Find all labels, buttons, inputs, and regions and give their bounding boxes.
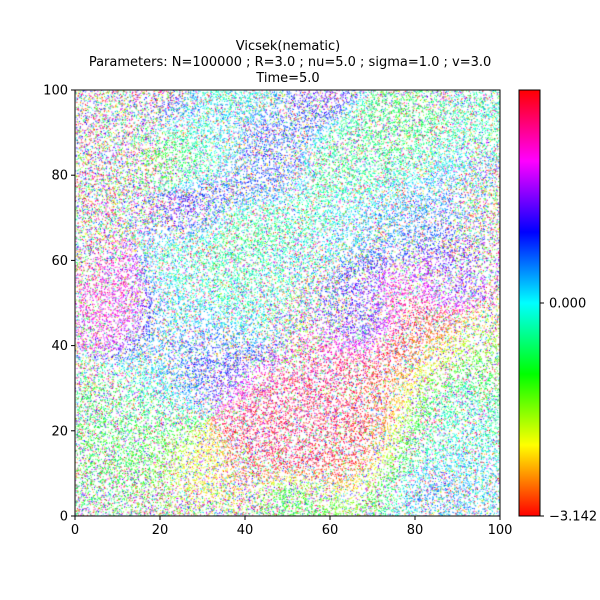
- y-tick-label: 100: [43, 84, 68, 99]
- x-tick-label: 20: [152, 523, 169, 538]
- x-tick-label: 0: [71, 523, 79, 538]
- y-tick-label: 80: [51, 169, 68, 184]
- x-axis: 0 20 40 60 80 100: [71, 516, 513, 538]
- x-tick-label: 40: [237, 523, 254, 538]
- colorbar-axis: 0.000 −3.142: [540, 297, 597, 525]
- x-tick-label: 80: [407, 523, 424, 538]
- y-tick-label: 60: [51, 254, 68, 269]
- y-tick-label: 40: [51, 339, 68, 354]
- y-axis: 0 20 40 60 80 100: [43, 84, 75, 525]
- title-line-3: Time=5.0: [255, 71, 319, 86]
- x-tick-label: 60: [322, 523, 339, 538]
- chart-title: Vicsek(nematic) Parameters: N=100000 ; R…: [85, 39, 492, 86]
- scatter-points: [75, 90, 500, 516]
- scatter-canvas-image: [75, 90, 500, 516]
- title-line-2: Parameters: N=100000 ; R=3.0 ; nu=5.0 ; …: [85, 55, 492, 70]
- x-tick-label: 100: [488, 523, 513, 538]
- plot-frame: [74, 89, 501, 517]
- title-line-1: Vicsek(nematic): [236, 39, 341, 54]
- colorbar: [518, 89, 541, 517]
- y-tick-label: 20: [51, 424, 68, 439]
- colorbar-tick-label: −3.142: [549, 510, 597, 525]
- y-tick-label: 0: [60, 510, 68, 525]
- colorbar-tick-label: 0.000: [549, 297, 586, 312]
